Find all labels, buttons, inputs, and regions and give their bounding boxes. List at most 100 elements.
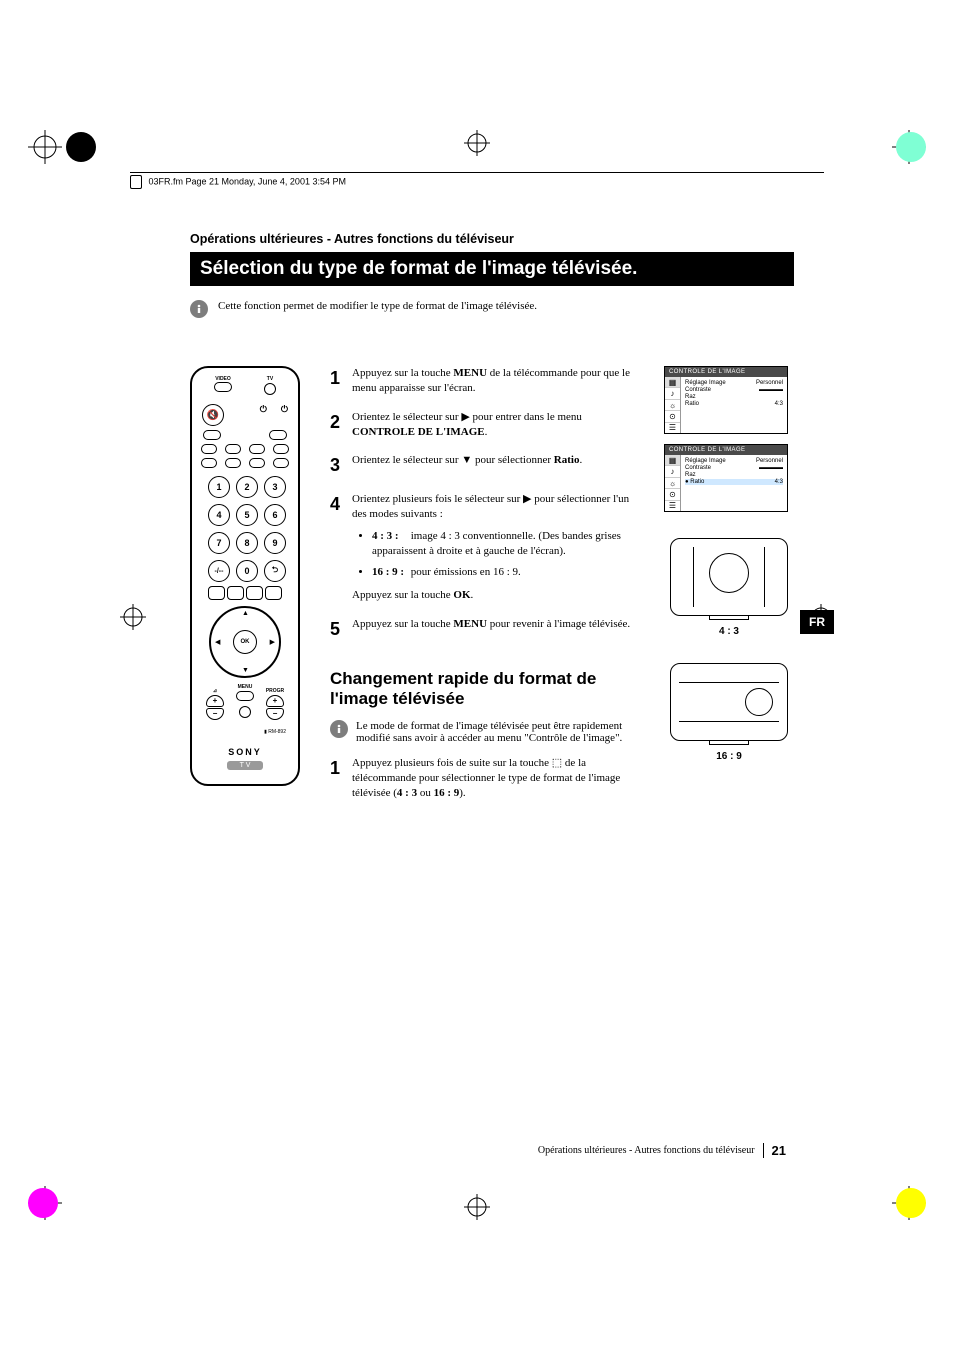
section-overline: Opérations ultérieures - Autres fonction…	[190, 232, 794, 246]
osd-tab-timer-icon: ⊙	[665, 489, 680, 500]
right-column: CONTROLE DE L'IMAGE ▦ ♪ ☼ ⊙ ☰ Réglage Im…	[664, 366, 794, 814]
document-icon	[130, 175, 142, 189]
color-dot-yellow	[896, 1188, 926, 1218]
remote-soft-a	[208, 586, 225, 600]
step-1: 1 Appuyez sur la touche MENU de la téléc…	[330, 366, 644, 396]
osd-tab-sound-icon: ♪	[665, 388, 680, 399]
tv-caption-169: 16 : 9	[664, 751, 794, 762]
remote-btn-r3b	[225, 444, 241, 454]
remote-tv-badge: T V	[227, 761, 263, 770]
intro-row: Cette fonction permet de modifier le typ…	[190, 300, 794, 318]
remote-btn-r2b	[269, 430, 287, 440]
intro-text: Cette fonction permet de modifier le typ…	[218, 300, 537, 312]
remote-key-av: ⮌	[264, 560, 286, 582]
remote-illustration: VIDEO TV 🔇 ⏻ ⏻	[190, 366, 300, 786]
remote-key-5: 5	[236, 504, 258, 526]
remote-power-vcr-icon: ⏻	[260, 404, 267, 426]
step-text: Orientez le sélecteur sur ▼ pour sélecti…	[352, 453, 644, 477]
step-2: 2 Orientez le sélecteur sur ▶ pour entre…	[330, 410, 644, 440]
remote-numpad: 1 2 3 4 5 6 7 8 9 -/-- 0 ⮌	[198, 472, 292, 586]
remote-model: ▮ RM-892	[198, 729, 292, 735]
tv-illustration-43: 4 : 3	[664, 538, 794, 637]
step-text: Appuyez sur la touche MENU pour revenir …	[352, 617, 644, 641]
osd-tab-picture-icon: ▦	[665, 455, 680, 466]
footer-text: Opérations ultérieures - Autres fonction…	[538, 1145, 755, 1156]
dpad-left-icon: ◀	[215, 638, 220, 646]
dpad-up-icon: ▲	[242, 610, 249, 617]
step-4: 4 Orientez plusieurs fois le sélecteur s…	[330, 492, 644, 603]
osd-tab-setup-icon: ☰	[665, 501, 680, 511]
remote-key-9: 9	[264, 532, 286, 554]
step-text: Orientez le sélecteur sur ▶ pour entrer …	[352, 410, 644, 440]
remote-progr-rocker: PROGR + −	[266, 688, 284, 720]
osd-tab-sound-icon: ♪	[665, 466, 680, 477]
option-169: 16 : 9 : pour émissions en 16 : 9.	[372, 565, 644, 580]
remote-power-tv-icon: ⏻	[281, 404, 288, 426]
remote-btn-r3d	[273, 444, 289, 454]
remote-video-label: VIDEO	[214, 376, 232, 382]
subsection: Changement rapide du format de l'image t…	[330, 669, 644, 800]
remote-soft-b	[227, 586, 244, 600]
osd-panel-1: CONTROLE DE L'IMAGE ▦ ♪ ☼ ⊙ ☰ Réglage Im…	[664, 366, 788, 434]
remote-key-dash: -/--	[208, 560, 230, 582]
color-dot-black	[66, 132, 96, 162]
osd-tab-timer-icon: ⊙	[665, 411, 680, 422]
remote-btn-r4a	[201, 458, 217, 468]
remote-btn-r4d	[273, 458, 289, 468]
osd-tab-picture-icon: ▦	[665, 377, 680, 388]
remote-btn-r2a	[203, 430, 221, 440]
vol-icon: ⊿	[213, 688, 217, 694]
remote-tv-label: TV	[264, 376, 276, 382]
doc-header-text: 03FR.fm Page 21 Monday, June 4, 2001 3:5…	[149, 176, 346, 186]
reg-mark-left	[120, 604, 146, 630]
dpad-down-icon: ▼	[242, 667, 249, 674]
language-tab: FR	[800, 610, 834, 634]
remote-menu-label: MENU	[236, 684, 254, 690]
remote-extra-button	[239, 706, 251, 718]
info-icon	[190, 300, 208, 318]
remote-btn-r3c	[249, 444, 265, 454]
remote-progr-label: PROGR	[266, 688, 284, 694]
tv-illustration-169: 16 : 9	[664, 663, 794, 762]
reg-mark-top	[464, 130, 490, 156]
step-text: Appuyez plusieurs fois de suite sur la t…	[352, 756, 644, 801]
osd-tab-setup-icon: ☰	[665, 423, 680, 433]
tv-caption-43: 4 : 3	[664, 626, 794, 637]
page-title: Sélection du type de format de l'image t…	[190, 252, 794, 286]
remote-ok-button: OK	[233, 630, 257, 654]
remote-soft-d	[265, 586, 282, 600]
osd-title: CONTROLE DE L'IMAGE	[665, 367, 787, 377]
remote-key-7: 7	[208, 532, 230, 554]
substep-1: 1 Appuyez plusieurs fois de suite sur la…	[330, 756, 644, 801]
step-number: 4	[330, 492, 344, 603]
subsection-note: Le mode de format de l'image télévisée p…	[356, 720, 644, 744]
remote-volume-rocker: ⊿ + −	[206, 688, 224, 720]
osd-panel-2: CONTROLE DE L'IMAGE ▦ ♪ ☼ ⊙ ☰ Réglage Im…	[664, 444, 788, 512]
crop-mark-tl	[28, 130, 62, 164]
remote-menu-button	[236, 691, 254, 701]
page-number: 21	[763, 1143, 786, 1158]
step-number: 2	[330, 410, 344, 440]
remote-key-8: 8	[236, 532, 258, 554]
remote-key-6: 6	[264, 504, 286, 526]
osd-tab-features-icon: ☼	[665, 478, 680, 489]
color-dot-magenta	[28, 1188, 58, 1218]
step-number: 3	[330, 453, 344, 477]
remote-tv-button	[264, 383, 276, 395]
dpad-right-icon: ▶	[270, 638, 275, 646]
step-5: 5 Appuyez sur la touche MENU pour reveni…	[330, 617, 644, 641]
subsection-title: Changement rapide du format de l'image t…	[330, 669, 644, 710]
step-text: Orientez plusieurs fois le sélecteur sur…	[352, 492, 644, 603]
remote-video-button	[214, 382, 232, 392]
remote-key-0: 0	[236, 560, 258, 582]
step-number: 1	[330, 756, 344, 801]
remote-mute-button: 🔇	[202, 404, 224, 426]
remote-key-2: 2	[236, 476, 258, 498]
remote-key-3: 3	[264, 476, 286, 498]
steps-list: 1 Appuyez sur la touche MENU de la téléc…	[330, 366, 644, 814]
page-footer: Opérations ultérieures - Autres fonction…	[538, 1143, 786, 1158]
remote-soft-c	[246, 586, 263, 600]
remote-btn-r3a	[201, 444, 217, 454]
page: 03FR.fm Page 21 Monday, June 4, 2001 3:5…	[0, 0, 954, 1350]
remote-key-1: 1	[208, 476, 230, 498]
